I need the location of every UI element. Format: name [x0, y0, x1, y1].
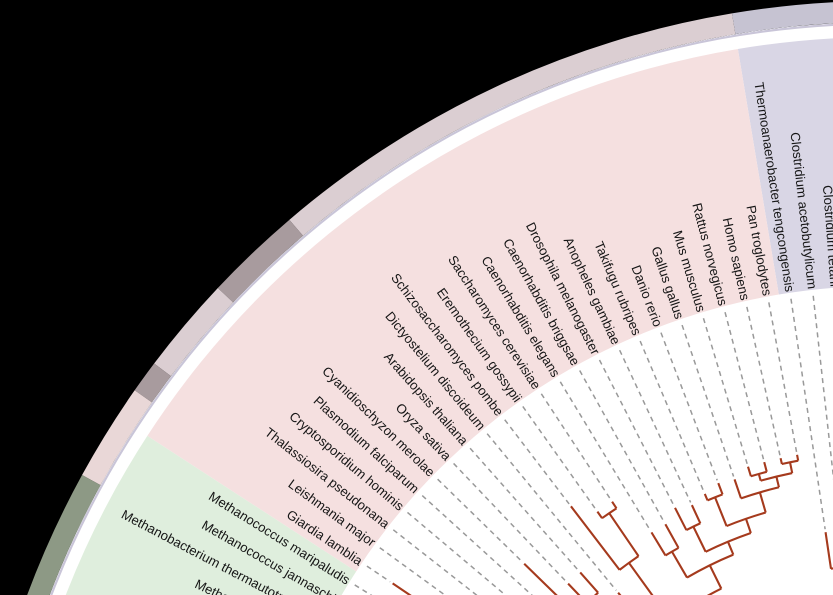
- tree-branch: [570, 505, 640, 571]
- domain-sectors: [65, 38, 833, 595]
- domain-sector-eukaryota: [147, 48, 779, 572]
- tree-branch: [824, 532, 833, 570]
- leader-lines: [354, 295, 833, 595]
- tree-branch: [596, 501, 618, 520]
- ring-segment-6: [27, 475, 101, 595]
- leader-line: [486, 433, 617, 591]
- leader-line: [522, 405, 597, 510]
- leader-line: [579, 370, 665, 523]
- ring-segment-1: [289, 13, 736, 236]
- ring-segment-3: [154, 288, 234, 377]
- leader-line: [790, 298, 826, 530]
- tree-branch: [650, 523, 680, 557]
- domain-sector-bacteria: [737, 38, 833, 295]
- leader-line: [437, 478, 523, 563]
- ring-segment-0: [731, 2, 833, 35]
- tree-branch: [703, 482, 724, 502]
- ring-segment-2: [217, 219, 303, 303]
- leader-line: [768, 302, 798, 452]
- leader-line: [812, 295, 833, 481]
- tree-branch: [674, 504, 702, 532]
- tree-branch: [671, 541, 735, 579]
- tree-branches: [392, 454, 833, 595]
- tree-branch: [757, 462, 794, 482]
- ring-segment-5: [82, 390, 152, 486]
- leader-line: [660, 332, 718, 481]
- leader-line: [681, 324, 735, 477]
- leader-line: [702, 318, 748, 465]
- tree-branch: [733, 476, 780, 500]
- leader-line: [406, 511, 507, 595]
- tree-branch: [523, 562, 558, 595]
- domain-sector-archaea: [65, 435, 357, 595]
- leader-line: [746, 306, 781, 456]
- tree-branch: [628, 562, 723, 595]
- leader-line: [421, 494, 533, 595]
- leader-line: [540, 393, 612, 500]
- tree-branch: [692, 518, 752, 553]
- tree-branch: [567, 571, 599, 595]
- ring-segment-4: [134, 363, 171, 403]
- leader-line: [379, 547, 447, 595]
- leader-line: [724, 311, 765, 460]
- tree-branch: [779, 454, 800, 466]
- leader-line: [366, 565, 391, 583]
- tree-branch: [747, 461, 768, 478]
- leader-line: [618, 349, 692, 503]
- leader-line: [559, 381, 651, 531]
- tree-branch: [714, 492, 767, 528]
